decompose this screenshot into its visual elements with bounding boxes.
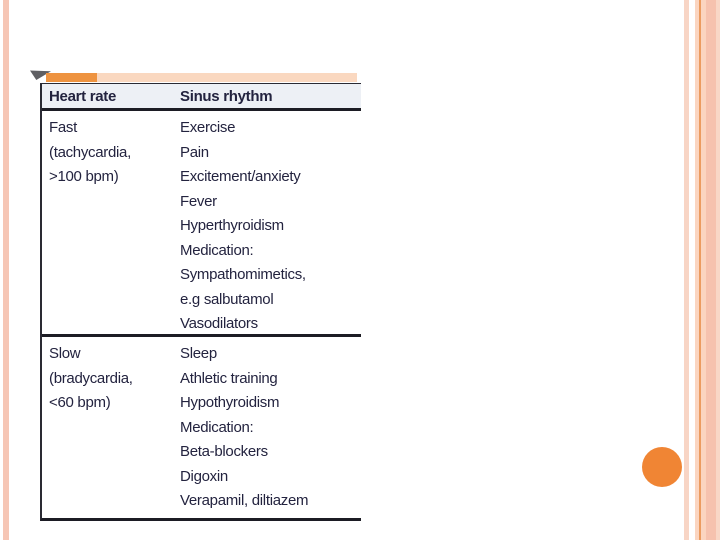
table-row-fast: Fast (tachycardia, >100 bpm) Exercise Pain E…: [42, 111, 361, 337]
right-edge-accent-line: [699, 0, 701, 540]
table-cell-line: Verapamil, diltiazem: [180, 492, 309, 509]
table-cell-line: (bradycardia,: [49, 369, 133, 387]
cell-fast-sinus-rhythm: Exercise Pain Excitement/anxiety Fever Hyper…: [180, 111, 361, 337]
column-header-heart-rate: Heart rate: [49, 87, 117, 105]
table-cell-line: Medication:: [180, 241, 254, 259]
accent-bar-dark-segment: [46, 73, 97, 82]
table-cell-line: Athletic training: [180, 369, 278, 387]
table-cell-line: e.g salbutamol: [180, 290, 274, 308]
right-edge-stripe-salmon: [706, 0, 716, 540]
table-cell-line: Vasodilators: [180, 315, 258, 332]
table-cell-line: <60 bpm): [49, 394, 111, 411]
cell-slow-sinus-rhythm: Sleep Athletic training Hypothyroidism Medi…: [180, 337, 361, 514]
table-cell-line: Fast: [49, 119, 77, 136]
orange-circle-decoration: [642, 447, 682, 487]
table-cell-line: Pain: [180, 143, 209, 161]
left-edge-stripe: [3, 0, 9, 540]
column-header-sinus-rhythm: Sinus rhythm: [180, 87, 273, 105]
table-cell-line: Slow: [49, 345, 81, 362]
table-cell-line: Hyperthyroidism: [180, 217, 284, 234]
cell-slow-heart-rate: Slow (bradycardia, <60 bpm): [42, 337, 180, 416]
table-cell-line: >100 bpm): [49, 168, 119, 185]
right-edge-stripe-thin: [684, 0, 689, 540]
table-cell-line: Medication:: [180, 418, 254, 436]
table-cell-line: Exercise: [180, 119, 236, 136]
table-cell-line: Beta-blockers: [180, 443, 268, 460]
table-row-slow: Slow (bradycardia, <60 bpm) Sleep Athletic …: [42, 337, 361, 515]
right-edge-stripe-light: [716, 0, 720, 540]
accent-bar-light-segment: [97, 73, 357, 82]
table-cell-line: Digoxin: [180, 467, 228, 485]
table-cell-line: Excitement/anxiety: [180, 168, 301, 185]
heart-rate-table: Heart rate Sinus rhythm Fast (tachycardia…: [40, 83, 361, 521]
table-cell-line: Sympathomimetics,: [180, 266, 306, 283]
cell-fast-heart-rate: Fast (tachycardia, >100 bpm): [42, 111, 180, 190]
table-header-row: Heart rate Sinus rhythm: [42, 84, 361, 111]
table-cell-line: Sleep: [180, 345, 217, 362]
table-cell-line: Fever: [180, 192, 217, 210]
table-cell-line: (tachycardia,: [49, 143, 131, 161]
corner-triangle-decoration: [30, 70, 51, 80]
table-cell-line: Hypothyroidism: [180, 394, 280, 411]
